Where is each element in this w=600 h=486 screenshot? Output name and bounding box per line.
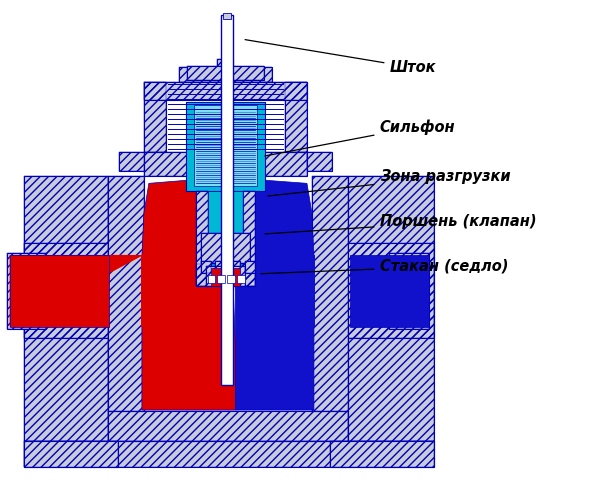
Bar <box>23 176 108 441</box>
Bar <box>245 261 255 273</box>
Bar <box>211 268 241 286</box>
Bar <box>23 441 118 467</box>
Bar <box>312 176 348 411</box>
Bar <box>196 264 255 286</box>
Bar <box>348 176 434 441</box>
Bar <box>196 191 208 286</box>
Bar <box>348 176 434 441</box>
Bar <box>200 233 250 263</box>
Bar <box>217 275 226 283</box>
Bar <box>108 176 144 411</box>
Bar <box>119 152 144 172</box>
Bar <box>312 176 348 411</box>
Bar <box>350 255 429 327</box>
Bar <box>187 66 264 80</box>
Bar <box>200 233 250 263</box>
Bar <box>221 15 233 385</box>
Bar <box>23 243 144 338</box>
Bar <box>23 243 144 338</box>
Bar <box>227 275 235 283</box>
Bar <box>108 411 348 441</box>
Bar <box>7 253 46 329</box>
Bar <box>200 261 211 273</box>
Bar <box>200 261 211 273</box>
Bar <box>244 191 255 286</box>
Polygon shape <box>232 179 314 410</box>
Bar <box>245 261 255 273</box>
Polygon shape <box>142 179 235 410</box>
Bar <box>215 261 226 273</box>
Bar <box>238 275 245 283</box>
Bar <box>230 261 241 273</box>
Bar <box>206 266 245 286</box>
Bar <box>223 13 232 19</box>
Bar <box>312 243 434 338</box>
Bar <box>206 266 245 286</box>
Bar <box>230 261 241 273</box>
Bar <box>208 275 215 283</box>
Bar <box>23 441 118 467</box>
Bar <box>141 255 144 327</box>
Polygon shape <box>10 179 235 410</box>
Bar <box>389 253 429 329</box>
Bar <box>144 82 166 152</box>
Bar <box>244 191 255 286</box>
Text: Шток: Шток <box>245 40 436 75</box>
Bar <box>10 255 108 327</box>
Bar <box>119 152 144 172</box>
Bar <box>208 191 244 286</box>
Bar <box>23 441 434 467</box>
Bar <box>389 253 429 329</box>
Bar <box>179 67 272 82</box>
Text: Поршень (клапан): Поршень (клапан) <box>265 214 536 234</box>
Text: Сильфон: Сильфон <box>265 119 455 156</box>
Bar <box>330 441 434 467</box>
Bar <box>217 59 233 67</box>
Text: Стакан (седло): Стакан (седло) <box>261 259 508 274</box>
Bar <box>23 176 108 441</box>
Bar <box>185 102 265 191</box>
Bar <box>187 66 264 80</box>
Bar <box>7 253 46 329</box>
Bar <box>144 82 307 100</box>
Bar <box>144 82 307 100</box>
Bar <box>307 152 332 172</box>
Bar <box>179 67 272 82</box>
Bar <box>23 441 434 467</box>
Bar <box>196 264 255 286</box>
Bar <box>144 152 307 176</box>
Bar <box>312 243 434 338</box>
Bar <box>285 82 307 152</box>
Text: Зона разгрузки: Зона разгрузки <box>268 169 510 196</box>
Bar <box>312 255 315 327</box>
Bar <box>285 82 307 152</box>
Bar <box>196 191 208 286</box>
Bar <box>108 176 144 411</box>
Bar <box>144 152 307 176</box>
Bar <box>330 441 434 467</box>
Bar <box>307 152 332 172</box>
Bar <box>217 59 233 67</box>
Bar <box>10 255 109 327</box>
Bar <box>215 261 226 273</box>
Bar <box>108 411 348 441</box>
Bar <box>194 105 257 186</box>
Bar <box>144 82 166 152</box>
